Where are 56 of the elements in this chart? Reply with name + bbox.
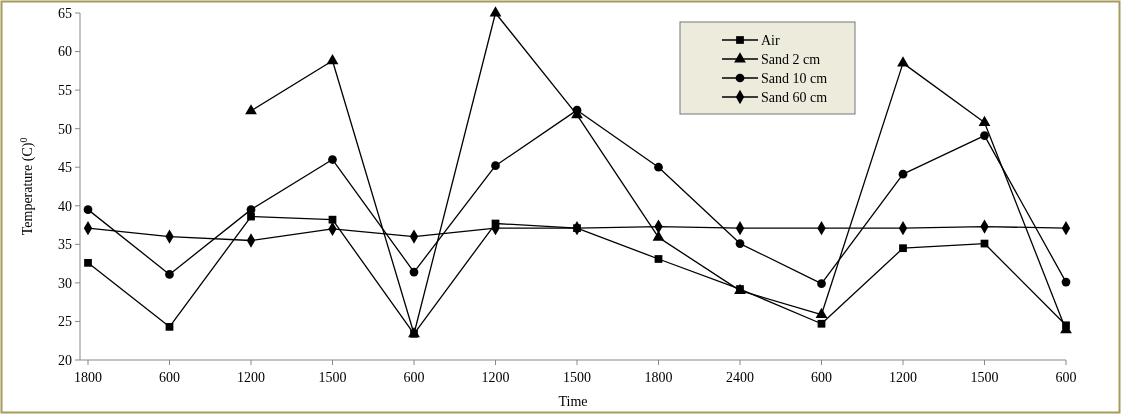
point [247,212,255,221]
x-tick-label: 1800 [644,370,673,385]
point [817,319,826,328]
y-tick-label: 40 [58,198,72,214]
x-tick-label: 600 [1055,370,1077,385]
x-axis-title: Time [558,394,588,409]
point [328,215,337,224]
y-tick-label: 65 [58,5,72,21]
y-tick-label: 55 [58,83,72,99]
y-tick-label: 60 [58,44,72,60]
point [573,224,581,233]
y-tick-label: 45 [58,160,72,176]
x-tick-label: 1200 [889,370,917,385]
y-tick-label: 20 [58,352,72,368]
x-tick-label: 1500 [318,370,347,385]
point [978,115,991,126]
point [83,205,93,214]
x-tick-label: 1800 [74,370,102,385]
x-tick-label: 1500 [563,370,591,385]
point [652,230,665,241]
point [654,255,663,263]
x-tick-label: 600 [403,370,425,385]
y-tick-label: 30 [58,275,72,291]
x-tick-label: 1200 [237,370,265,385]
point [165,270,174,279]
point [328,155,337,164]
x-tick-label: 600 [811,370,832,385]
point [409,267,419,277]
point [84,258,92,267]
point [735,239,745,248]
point [165,322,174,331]
point [326,54,339,65]
legend-label: Sand 2 cm [761,51,821,67]
x-tick-label: 1200 [481,370,510,385]
legend-label: Air [761,32,780,48]
point [897,56,909,67]
point [245,104,257,115]
x-tick-label: 600 [159,370,180,385]
point [491,161,500,171]
point [489,6,502,17]
legend-label: Sand 60 cm [761,89,828,105]
point [654,162,663,172]
y-tick-label: 25 [58,314,72,330]
y-tick-label: 50 [58,121,72,137]
point [980,131,989,140]
x-tick-label: 1500 [970,370,999,385]
legend-label: Sand 10 cm [761,70,828,86]
point [899,244,907,253]
y-tick-label: 35 [58,237,72,253]
point [1061,277,1071,287]
point [898,169,908,179]
point [815,307,828,318]
point [1062,321,1070,330]
point [246,205,256,214]
point [817,279,826,289]
x-tick-label: 2400 [726,370,754,385]
